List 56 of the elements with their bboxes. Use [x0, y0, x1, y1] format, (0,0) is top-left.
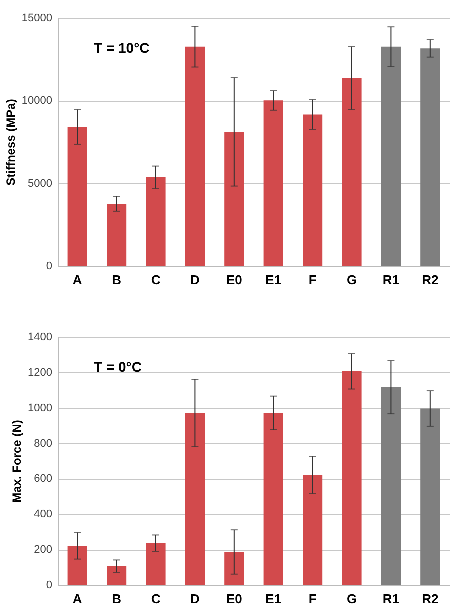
x-tick-label: E0	[226, 592, 242, 606]
bar	[264, 413, 284, 585]
y-tick-label: 1000	[28, 402, 52, 414]
x-tick-label: D	[190, 272, 200, 288]
bar	[146, 178, 166, 266]
annotation: T = 10°C	[94, 40, 150, 56]
x-tick-label: R1	[382, 592, 400, 606]
y-tick-label: 5000	[28, 178, 52, 190]
bar	[342, 372, 362, 585]
bar	[68, 546, 88, 585]
y-tick-label: 0	[46, 580, 52, 592]
x-tick-label: E1	[266, 272, 282, 288]
y-axis-title: Max. Force (N)	[10, 420, 24, 503]
x-tick-label: A	[72, 272, 83, 288]
bar	[224, 132, 244, 266]
bar	[185, 46, 205, 266]
x-tick-label: D	[190, 592, 200, 606]
y-tick-label: 600	[34, 473, 52, 486]
y-tick-label: 1400	[28, 332, 52, 344]
bar	[146, 543, 166, 585]
y-tick-label: 1200	[28, 366, 52, 379]
y-tick-label: 400	[34, 508, 52, 521]
x-tick-label: F	[308, 592, 317, 606]
x-tick-label: B	[112, 592, 122, 606]
bar	[107, 566, 127, 585]
x-tick-label: R2	[422, 592, 439, 606]
bar	[185, 413, 205, 585]
x-tick-label: A	[72, 592, 83, 606]
x-tick-label: E1	[266, 592, 282, 606]
x-tick-label: G	[346, 592, 358, 606]
bar	[420, 48, 440, 266]
bar	[224, 552, 244, 585]
y-tick-label: 800	[34, 438, 52, 450]
bar	[381, 46, 401, 266]
bar	[107, 204, 127, 266]
y-axis-title: Stiffness (MPa)	[4, 99, 18, 186]
x-tick-label: C	[151, 272, 162, 288]
y-tick-label: 200	[34, 544, 52, 556]
bar	[381, 387, 401, 585]
bar	[264, 100, 284, 266]
x-tick-label: B	[112, 272, 122, 288]
bar	[420, 408, 440, 585]
bar	[342, 78, 362, 266]
bar	[303, 475, 323, 585]
bar	[303, 114, 323, 266]
bar	[68, 127, 88, 266]
x-tick-label: R1	[382, 272, 400, 288]
y-tick-label: 15000	[22, 12, 52, 24]
x-tick-label: G	[346, 272, 358, 288]
x-tick-label: R2	[422, 272, 439, 288]
x-tick-label: E0	[226, 272, 242, 288]
annotation: T = 0°C	[94, 359, 142, 375]
x-tick-label: F	[308, 272, 317, 288]
y-tick-label: 0	[46, 260, 52, 272]
x-tick-label: C	[151, 592, 162, 606]
y-tick-label: 10000	[22, 95, 52, 108]
